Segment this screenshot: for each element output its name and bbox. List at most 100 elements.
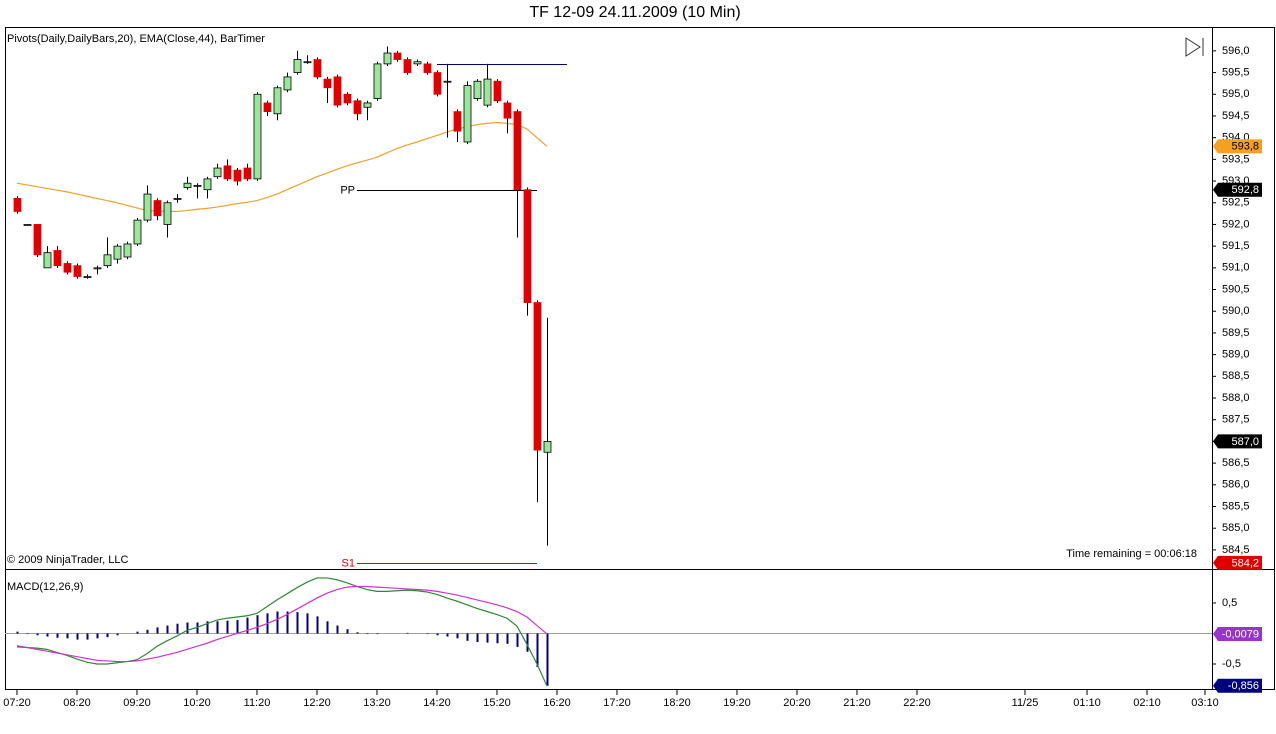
y-tick-label: 586,0: [1222, 479, 1250, 491]
candle-body: [113, 245, 122, 260]
x-tick-label: 02:10: [1133, 697, 1161, 709]
candle-body: [393, 52, 402, 60]
panel-frame: [5, 27, 1275, 690]
candle-body: [273, 87, 282, 115]
candle-body: [353, 100, 362, 115]
candle-body: [143, 193, 152, 221]
x-tick-label: 14:20: [423, 697, 451, 709]
price-marker-label: -0,0079: [1222, 628, 1259, 640]
y-tick-label: 595,5: [1222, 66, 1250, 78]
candle-body: [103, 254, 112, 267]
candle-body: [253, 93, 262, 180]
price-marker: [1213, 434, 1262, 449]
x-tick-label: 17:20: [603, 697, 631, 709]
pivot-label: PP: [340, 184, 355, 196]
x-tick-label: 15:20: [483, 697, 511, 709]
candle-body: [303, 61, 312, 64]
x-tick-label: 11:20: [244, 697, 271, 709]
candle-body: [23, 224, 32, 226]
y-tick-label: 591,5: [1222, 240, 1250, 252]
y-tick-label: 592,5: [1222, 197, 1250, 209]
price-marker: [1213, 139, 1262, 154]
macd-line: [16, 577, 548, 687]
indicator-label: MACD(12,26,9): [7, 581, 83, 593]
x-tick-label: 12:20: [303, 697, 331, 709]
candle-body: [63, 263, 72, 273]
candle-body: [283, 76, 292, 91]
y-tick-label: 588,0: [1222, 392, 1250, 404]
candle-body: [363, 102, 372, 108]
candle-body: [163, 202, 172, 225]
price-marker-label: 584,2: [1231, 557, 1259, 569]
candle-body: [513, 111, 522, 191]
candle-body: [83, 276, 92, 278]
candle-body: [153, 200, 162, 217]
x-tick-label: 18:20: [663, 697, 691, 709]
candle-body: [343, 93, 352, 104]
candle-body: [373, 63, 382, 100]
price-marker: [1213, 626, 1262, 641]
candle-body: [473, 80, 482, 100]
candle-body: [133, 219, 142, 245]
candle-body: [233, 169, 242, 182]
y-tick-label: 590,5: [1222, 283, 1250, 295]
price-marker-label: 587,0: [1231, 436, 1259, 448]
candle-body: [423, 63, 432, 73]
y-tick-label: 593,5: [1222, 153, 1250, 165]
y-tick-label: 594,5: [1222, 110, 1250, 122]
y-tick-label: 0,5: [1222, 597, 1237, 609]
indicator-label: Pivots(Daily,DailyBars,20), EMA(Close,44…: [7, 33, 265, 45]
y-tick-label: 589,5: [1222, 327, 1250, 339]
macd-line: [16, 585, 548, 663]
candle-body: [203, 178, 212, 191]
y-tick-label: 587,5: [1222, 414, 1250, 426]
x-tick-label: 01:10: [1073, 697, 1101, 709]
candle-body: [453, 111, 462, 132]
x-tick-label: 16:20: [543, 697, 571, 709]
candle-body: [483, 78, 492, 106]
x-tick-label: 07:20: [3, 697, 31, 709]
chart-title: TF 12-09 24.11.2009 (10 Min): [529, 4, 740, 21]
y-tick-label: 589,0: [1222, 349, 1250, 361]
candle-body: [313, 59, 322, 78]
price-marker: [1213, 678, 1262, 693]
x-tick-label: 08:20: [63, 697, 91, 709]
play-icon[interactable]: [1185, 37, 1201, 57]
y-tick-label: 585,5: [1222, 500, 1250, 512]
y-tick-label: 585,0: [1222, 522, 1250, 534]
x-tick-label: 10:20: [183, 697, 211, 709]
bar-timer-icon[interactable]: [1185, 37, 1204, 57]
candle-body: [33, 224, 42, 256]
price-marker-label: 593,8: [1231, 141, 1259, 153]
candle-body: [403, 59, 412, 73]
x-tick-label: 19:20: [723, 697, 751, 709]
candle-body: [223, 165, 232, 180]
candle-body: [433, 72, 442, 95]
candle-body: [493, 80, 502, 102]
y-tick-label: 595,0: [1222, 88, 1250, 100]
candle-body: [193, 184, 202, 187]
candle-body: [173, 198, 182, 200]
candle-body: [243, 167, 252, 180]
x-tick-label: 22:20: [903, 697, 931, 709]
candle-body: [293, 59, 302, 73]
candle-body: [533, 302, 542, 451]
price-marker-label: -0,856: [1228, 680, 1259, 692]
x-tick-label: 09:20: [123, 697, 151, 709]
y-tick-label: 591,0: [1222, 262, 1250, 274]
price-marker: [1213, 182, 1262, 197]
candle-body: [123, 243, 132, 258]
y-tick-label: 592,0: [1222, 218, 1250, 230]
candle-body: [263, 102, 272, 113]
candle-body: [523, 189, 532, 303]
candle-body: [543, 441, 552, 453]
candle-body: [333, 76, 342, 106]
candle-body: [443, 80, 452, 83]
x-tick-label: 20:20: [783, 697, 811, 709]
y-tick-label: 596,0: [1222, 45, 1250, 57]
candle-body: [213, 167, 222, 178]
candle-body: [43, 252, 52, 269]
candle-body: [323, 78, 332, 89]
